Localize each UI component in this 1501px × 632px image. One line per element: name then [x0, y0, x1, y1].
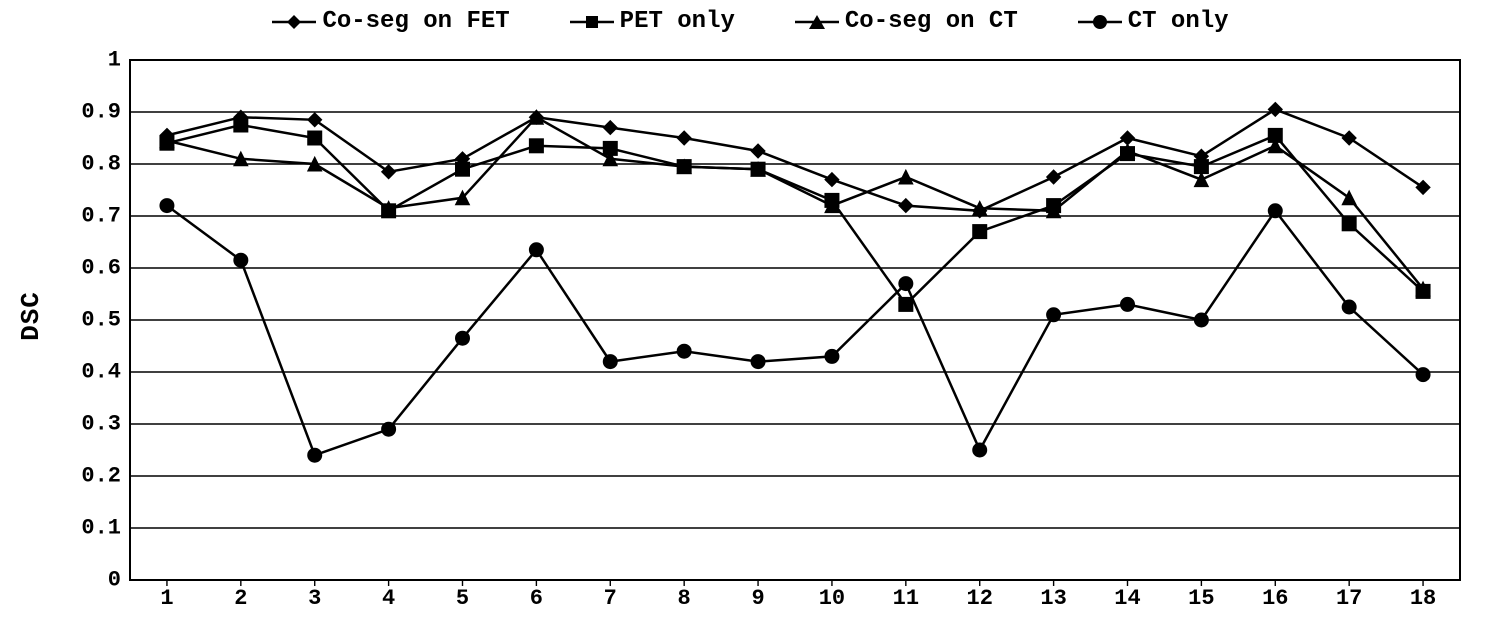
x-tick-label: 11: [893, 586, 919, 611]
circle-icon: [234, 253, 248, 267]
circle-icon: [308, 448, 322, 462]
y-tick-label: 0.1: [11, 516, 121, 541]
circle-icon: [529, 243, 543, 257]
circle-icon: [603, 355, 617, 369]
x-tick-label: 6: [530, 586, 543, 611]
x-tick-label: 12: [967, 586, 993, 611]
diamond-icon: [899, 199, 913, 213]
diamond-icon: [825, 173, 839, 187]
diamond-icon: [751, 144, 765, 158]
y-tick-label: 0.3: [11, 412, 121, 437]
y-tick-label: 0.8: [11, 152, 121, 177]
circle-icon: [677, 344, 691, 358]
triangle-icon: [795, 15, 839, 29]
x-tick-label: 7: [604, 586, 617, 611]
series-pet_only: [167, 125, 1423, 304]
y-tick-label: 0.9: [11, 100, 121, 125]
square-icon: [529, 139, 543, 153]
y-tick-label: 0.2: [11, 464, 121, 489]
x-tick-label: 16: [1262, 586, 1288, 611]
plot-area: [130, 60, 1460, 580]
y-tick-label: 0.5: [11, 308, 121, 333]
diamond-icon: [272, 15, 316, 29]
triangle-icon: [899, 170, 913, 184]
y-tick-label: 0.6: [11, 256, 121, 281]
x-tick-label: 9: [751, 586, 764, 611]
legend-label: Co-seg on CT: [845, 8, 1018, 35]
legend-item-coseg-ct: Co-seg on CT: [795, 8, 1018, 35]
circle-icon: [160, 199, 174, 213]
square-icon: [308, 131, 322, 145]
circle-icon: [825, 349, 839, 363]
circle-icon: [1268, 204, 1282, 218]
diamond-icon: [1047, 170, 1061, 184]
x-tick-label: 18: [1410, 586, 1436, 611]
circle-icon: [1342, 300, 1356, 314]
dsc-line-chart: Co-seg on FET PET only Co-seg on CT CT o…: [0, 0, 1501, 632]
circle-icon: [382, 422, 396, 436]
legend-item-pet-only: PET only: [570, 8, 735, 35]
series-coseg_ct: [167, 117, 1423, 289]
square-icon: [899, 297, 913, 311]
legend: Co-seg on FET PET only Co-seg on CT CT o…: [0, 8, 1501, 35]
circle-icon: [899, 277, 913, 291]
circle-icon: [1416, 368, 1430, 382]
series-coseg_fet: [167, 109, 1423, 210]
diamond-icon: [1342, 131, 1356, 145]
x-tick-label: 17: [1336, 586, 1362, 611]
legend-item-ct-only: CT only: [1078, 8, 1229, 35]
square-icon: [570, 15, 614, 29]
diamond-icon: [677, 131, 691, 145]
y-tick-label: 1: [11, 48, 121, 73]
y-tick-label: 0: [11, 568, 121, 593]
diamond-icon: [1268, 102, 1282, 116]
legend-label: CT only: [1128, 8, 1229, 35]
legend-label: PET only: [620, 8, 735, 35]
circle-icon: [751, 355, 765, 369]
x-tick-label: 8: [678, 586, 691, 611]
series-ct_only: [167, 206, 1423, 456]
x-tick-label: 1: [160, 586, 173, 611]
circle-icon: [456, 331, 470, 345]
square-icon: [1342, 217, 1356, 231]
square-icon: [234, 118, 248, 132]
circle-icon: [1047, 308, 1061, 322]
y-tick-label: 0.7: [11, 204, 121, 229]
x-tick-label: 15: [1188, 586, 1214, 611]
circle-icon: [973, 443, 987, 457]
circle-icon: [1078, 15, 1122, 29]
x-tick-label: 5: [456, 586, 469, 611]
x-tick-label: 2: [234, 586, 247, 611]
x-tick-label: 10: [819, 586, 845, 611]
circle-icon: [1194, 313, 1208, 327]
circle-icon: [1121, 297, 1135, 311]
legend-item-coseg-fet: Co-seg on FET: [272, 8, 509, 35]
diamond-icon: [1416, 180, 1430, 194]
legend-label: Co-seg on FET: [322, 8, 509, 35]
y-tick-label: 0.4: [11, 360, 121, 385]
triangle-icon: [1194, 173, 1208, 187]
x-tick-label: 13: [1040, 586, 1066, 611]
diamond-icon: [603, 121, 617, 135]
x-tick-label: 14: [1114, 586, 1140, 611]
x-tick-label: 3: [308, 586, 321, 611]
square-icon: [456, 162, 470, 176]
x-tick-label: 4: [382, 586, 395, 611]
square-icon: [973, 225, 987, 239]
